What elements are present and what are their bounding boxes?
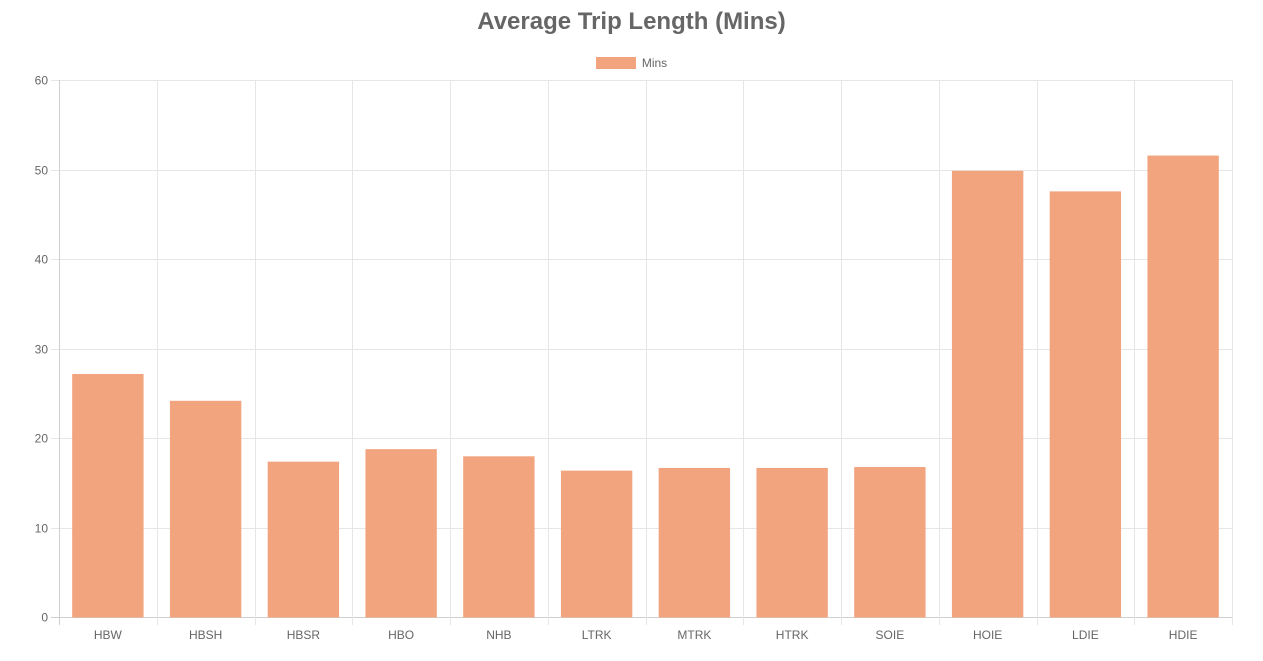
legend[interactable]: Mins <box>0 56 1263 70</box>
bar-nhb <box>463 456 535 618</box>
x-tick-label: HBSR <box>287 628 321 642</box>
bar-ltrk <box>560 470 633 618</box>
bar-mtrk <box>658 467 731 618</box>
y-tick-label: 50 <box>35 164 49 178</box>
x-tick-label: HBW <box>94 628 123 642</box>
chart-title: Average Trip Length (Mins) <box>477 8 786 35</box>
bar-hoie <box>951 170 1024 618</box>
bar-htrk <box>756 467 828 618</box>
x-tick-label: LDIE <box>1072 628 1099 642</box>
y-tick-label: 30 <box>35 343 49 357</box>
x-tick-label: HTRK <box>776 628 809 642</box>
bar-soie <box>854 467 926 618</box>
bar-hbo <box>365 449 437 618</box>
bar-hdie <box>1147 155 1219 618</box>
legend-swatch <box>595 57 636 69</box>
x-tick-label: NHB <box>486 628 511 642</box>
bar-hbsr <box>267 461 340 618</box>
bar-hbsh <box>169 400 242 618</box>
x-tick-label: LTRK <box>582 628 612 642</box>
y-tick-label: 60 <box>35 74 49 88</box>
x-tick-label: HOIE <box>973 628 1002 642</box>
y-tick-label: 10 <box>35 522 49 536</box>
legend-label: Mins <box>641 56 668 70</box>
bar-hbw <box>72 373 144 618</box>
x-tick-label: HDIE <box>1169 628 1198 642</box>
x-tick-label: HBSH <box>189 628 222 642</box>
y-tick-label: 0 <box>41 611 48 625</box>
x-tick-label: MTRK <box>677 628 711 642</box>
x-tick-label: SOIE <box>876 628 905 642</box>
x-tick-label: HBO <box>388 628 414 642</box>
bar-ldie <box>1049 191 1122 618</box>
y-tick-label: 20 <box>35 432 49 446</box>
y-tick-label: 40 <box>35 253 49 267</box>
